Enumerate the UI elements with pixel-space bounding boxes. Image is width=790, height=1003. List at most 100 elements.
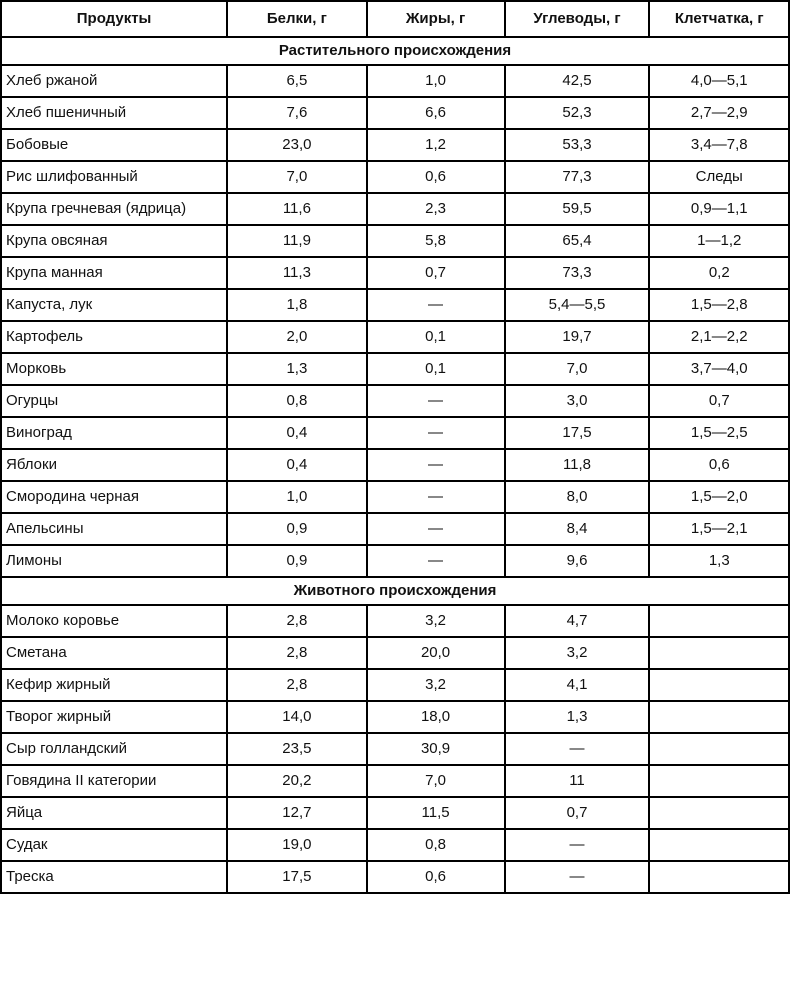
value-cell: 11,3 [226, 256, 368, 290]
table-row: Говядина II категории 20,2 7,0 11 [0, 764, 790, 798]
section-title: Животного происхождения [0, 576, 790, 606]
value-cell: 2,1—2,2 [648, 320, 790, 354]
value-cell: 23,0 [226, 128, 368, 162]
value-cell: 1—1,2 [648, 224, 790, 258]
value-cell: 0,6 [365, 160, 506, 194]
value-cell: 65,4 [503, 224, 651, 258]
product-cell: Яблоки [0, 448, 229, 482]
value-cell: 53,3 [503, 128, 651, 162]
value-cell: 42,5 [503, 64, 651, 98]
value-cell: 3,4—7,8 [648, 128, 790, 162]
value-cell: 4,1 [503, 668, 651, 702]
product-cell: Апельсины [0, 512, 229, 546]
table-row: Яйца 12,7 11,5 0,7 [0, 796, 790, 830]
column-header-carbohydrates: Углеводы, г [503, 0, 651, 38]
value-cell: 0,2 [648, 256, 790, 290]
value-cell: 0,7 [365, 256, 506, 290]
value-cell: 1,3 [648, 544, 790, 578]
product-cell: Судак [0, 828, 229, 862]
section-row: Животного происхождения [0, 576, 790, 606]
table-row: Яблоки 0,4—11,8 0,6 [0, 448, 790, 482]
product-cell: Бобовые [0, 128, 229, 162]
product-cell: Крупа гречневая (ядрица) [0, 192, 229, 226]
table-body: Растительного происхождения Хлеб ржаной 6,… [0, 36, 790, 894]
column-header-products: Продукты [0, 0, 229, 38]
value-cell: 11 [503, 764, 651, 798]
product-cell: Огурцы [0, 384, 229, 418]
product-cell: Смородина черная [0, 480, 229, 514]
value-cell: 20,2 [226, 764, 368, 798]
value-cell: 4,0—5,1 [648, 64, 790, 98]
value-cell: 9,6 [503, 544, 651, 578]
value-cell: 1,3 [226, 352, 368, 386]
value-cell: 6,5 [226, 64, 368, 98]
value-cell: 7,0 [365, 764, 506, 798]
value-cell: 0,9—1,1 [648, 192, 790, 226]
table-row: Крупа овсяная 11,9 5,8 65,4 1—1,2 [0, 224, 790, 258]
value-cell: 0,8 [365, 828, 506, 862]
product-cell: Треска [0, 860, 229, 894]
value-cell: 7,6 [226, 96, 368, 130]
product-cell: Хлеб пшеничный [0, 96, 229, 130]
value-cell: 18,0 [365, 700, 506, 734]
value-cell [648, 700, 790, 734]
value-cell: 3,2 [365, 668, 506, 702]
product-cell: Яйца [0, 796, 229, 830]
table-row: Рис шлифованный 7,0 0,6 77,3 Следы [0, 160, 790, 194]
value-cell: 8,4 [503, 512, 651, 546]
product-cell: Сыр голландский [0, 732, 229, 766]
table-row: Смородина черная 1,0—8,0 1,5—2,0 [0, 480, 790, 514]
value-cell: 2,8 [226, 604, 368, 638]
value-cell: 8,0 [503, 480, 651, 514]
product-cell: Капуста, лук [0, 288, 229, 322]
value-cell: 4,7 [503, 604, 651, 638]
value-cell: Следы [648, 160, 790, 194]
value-cell: 73,3 [503, 256, 651, 290]
value-cell: 2,8 [226, 668, 368, 702]
value-cell: 19,7 [503, 320, 651, 354]
value-cell: — [503, 732, 651, 766]
product-cell: Кефир жирный [0, 668, 229, 702]
table-row: Огурцы 0,8—3,0 0,7 [0, 384, 790, 418]
value-cell: — [365, 416, 506, 450]
value-cell [648, 860, 790, 894]
product-cell: Рис шлифованный [0, 160, 229, 194]
product-cell: Картофель [0, 320, 229, 354]
value-cell: 6,6 [365, 96, 506, 130]
value-cell: — [365, 448, 506, 482]
value-cell: 59,5 [503, 192, 651, 226]
section-title: Растительного происхождения [0, 36, 790, 66]
value-cell: 0,4 [226, 416, 368, 450]
value-cell: 0,6 [365, 860, 506, 894]
value-cell: 0,4 [226, 448, 368, 482]
value-cell: 7,0 [226, 160, 368, 194]
column-header-proteins: Белки, г [226, 0, 368, 38]
value-cell: 52,3 [503, 96, 651, 130]
value-cell: 0,7 [648, 384, 790, 418]
nutrition-table: Продукты Белки, г Жиры, г Углеводы, г Кл… [0, 0, 790, 894]
value-cell: 0,9 [226, 544, 368, 578]
product-cell: Молоко коровье [0, 604, 229, 638]
table-row: Творог жирный 14,0 18,0 1,3 [0, 700, 790, 734]
value-cell: 1,5—2,8 [648, 288, 790, 322]
value-cell: 17,5 [503, 416, 651, 450]
value-cell: 20,0 [365, 636, 506, 670]
value-cell: 1,8 [226, 288, 368, 322]
value-cell: 2,3 [365, 192, 506, 226]
section-row: Растительного происхождения [0, 36, 790, 66]
value-cell: 0,8 [226, 384, 368, 418]
value-cell: 5,4—5,5 [503, 288, 651, 322]
value-cell: 11,6 [226, 192, 368, 226]
product-cell: Морковь [0, 352, 229, 386]
value-cell: 1,0 [226, 480, 368, 514]
table-row: Молоко коровье 2,8 3,2 4,7 [0, 604, 790, 638]
value-cell: 3,2 [503, 636, 651, 670]
value-cell [648, 732, 790, 766]
value-cell: 11,5 [365, 796, 506, 830]
table-row: Капуста, лук 1,8—5,4—5,5 1,5—2,8 [0, 288, 790, 322]
value-cell: 0,1 [365, 320, 506, 354]
product-cell: Сметана [0, 636, 229, 670]
value-cell: — [365, 480, 506, 514]
table-row: Морковь 1,3 0,1 7,0 3,7—4,0 [0, 352, 790, 386]
value-cell: 11,9 [226, 224, 368, 258]
